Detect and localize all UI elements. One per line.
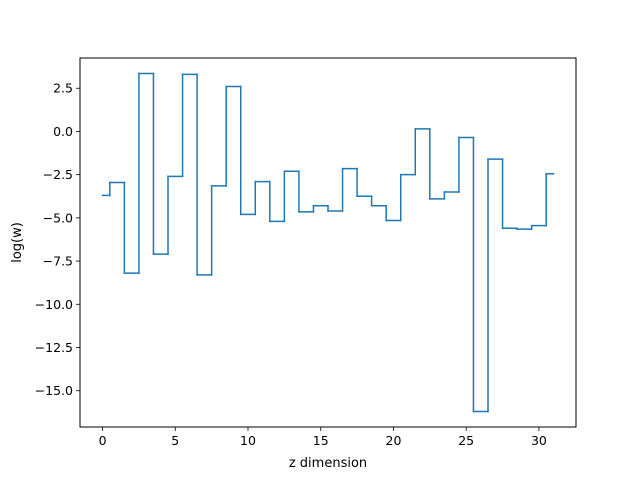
x-tick-label: 30: [531, 433, 547, 448]
y-tick-label: 0.0: [53, 124, 73, 139]
y-tick-label: −15.0: [35, 383, 73, 398]
x-tick-label: 10: [240, 433, 256, 448]
y-tick-label: −2.5: [43, 167, 73, 182]
y-tick-label: −12.5: [35, 340, 73, 355]
plot-area-frame: [79, 57, 577, 428]
x-tick-label: 0: [99, 433, 107, 448]
x-tick-label: 5: [171, 433, 179, 448]
y-axis-label: log(w): [10, 222, 25, 263]
y-tick-label: −5.0: [43, 210, 73, 225]
x-tick-label: 25: [458, 433, 474, 448]
series-line: [101, 72, 555, 413]
x-axis-label: z dimension: [289, 456, 367, 471]
y-tick-label: −10.0: [35, 297, 73, 312]
x-tick-label: 20: [386, 433, 402, 448]
y-tick-label: −7.5: [43, 254, 73, 269]
y-tick-label: 2.5: [53, 81, 73, 96]
x-tick-label: 15: [313, 433, 329, 448]
